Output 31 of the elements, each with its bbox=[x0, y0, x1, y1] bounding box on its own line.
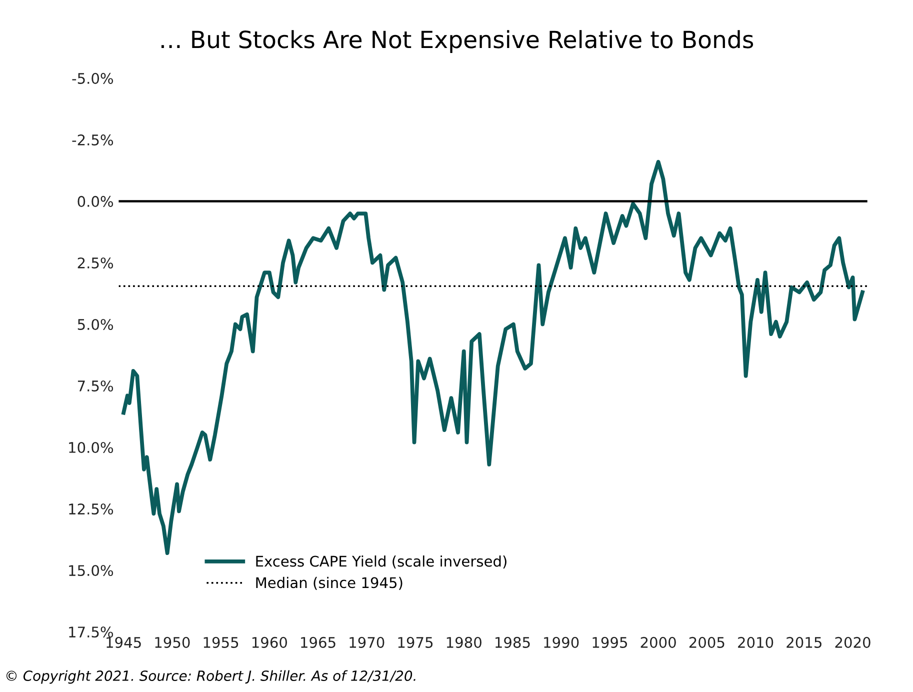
y-tick-label: -5.0% bbox=[72, 72, 114, 84]
x-tick-label: 1945 bbox=[106, 636, 141, 648]
x-tick-label: 1970 bbox=[350, 636, 384, 648]
x-tick-label: 2005 bbox=[689, 636, 724, 648]
chart-title: … But Stocks Are Not Expensive Relative to Bonds bbox=[161, 30, 754, 53]
x-tick-label: 2015 bbox=[786, 636, 822, 648]
x-tick-label: 2010 bbox=[738, 636, 774, 648]
legend-label: Excess CAPE Yield (scale inversed) bbox=[256, 555, 506, 568]
x-tick-label: 2020 bbox=[835, 636, 870, 648]
x-tick-label: 1965 bbox=[301, 636, 336, 648]
text: © Copyright 2021. Source: Robert J. Shiller. As of 12/31/20. bbox=[6, 670, 416, 684]
x-tick-label: 1960 bbox=[252, 636, 287, 648]
x-tick-label: 1980 bbox=[446, 636, 482, 648]
y-tick-label: 2.5% bbox=[78, 257, 114, 268]
y-tick-label: -2.5% bbox=[72, 134, 114, 146]
x-tick-label: 1990 bbox=[544, 636, 579, 648]
x-tick-label: 2000 bbox=[640, 636, 676, 648]
y-tick-label: 12.5% bbox=[69, 503, 114, 515]
x-tick-label: 1995 bbox=[592, 636, 627, 648]
y-tick-label: 0.0% bbox=[78, 196, 114, 207]
y-tick-label: 15.0% bbox=[69, 565, 114, 576]
x-tick-label: 1975 bbox=[398, 636, 433, 648]
x-tick-label: 1985 bbox=[496, 636, 530, 648]
x-tick-label: 1950 bbox=[155, 636, 190, 648]
y-tick-label: 10.0% bbox=[69, 442, 114, 454]
legend-label: Median (since 1945) bbox=[256, 576, 402, 590]
y-tick-label: 17.5% bbox=[69, 626, 114, 638]
y-tick-label: 7.5% bbox=[78, 380, 114, 392]
x-tick-label: 1955 bbox=[204, 636, 238, 648]
line-series bbox=[122, 160, 864, 556]
y-tick-label: 5.0% bbox=[78, 318, 114, 330]
